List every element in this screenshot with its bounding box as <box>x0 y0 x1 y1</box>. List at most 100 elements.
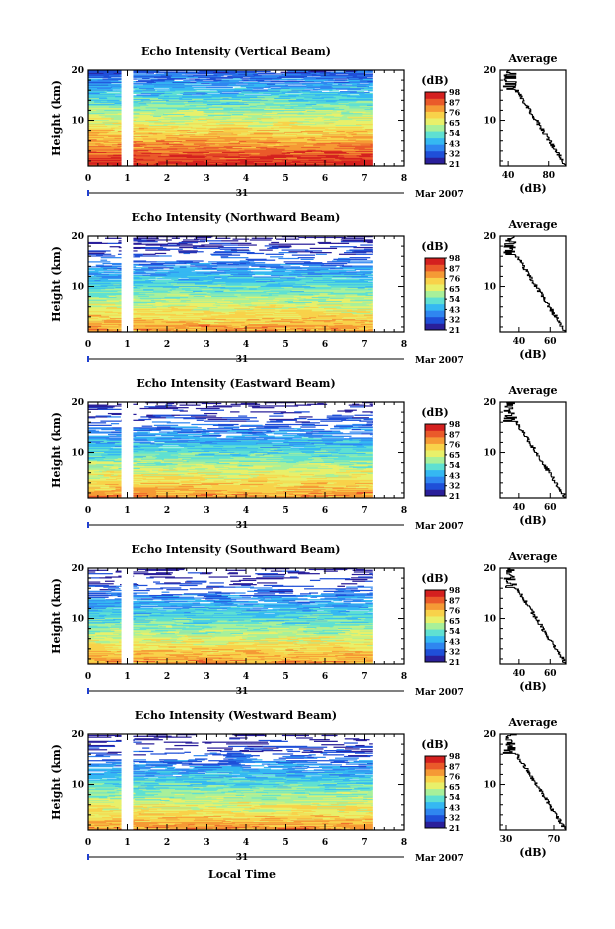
heatmap-cell <box>334 115 343 117</box>
heatmap-cell <box>306 86 334 89</box>
heatmap-cell <box>200 305 217 307</box>
heatmap-cell <box>231 76 243 78</box>
heatmap-cell <box>100 477 110 480</box>
heatmap-cell <box>113 118 124 120</box>
heatmap-cell <box>253 155 268 157</box>
heatmap-cell <box>198 119 208 121</box>
heatmap-cell <box>94 490 114 492</box>
heatmap-cell <box>306 480 326 482</box>
heatmap-cell <box>296 79 304 81</box>
heatmap-cell <box>149 471 159 473</box>
heatmap-cell <box>173 267 198 269</box>
heatmap-cell <box>110 87 121 89</box>
heatmap-cell <box>156 493 172 496</box>
heatmap-cell <box>223 138 237 140</box>
heatmap-cell <box>204 311 222 314</box>
heatmap-cell <box>161 120 171 122</box>
heatmap-cell <box>246 466 255 469</box>
heatmap-cell <box>272 303 296 305</box>
heatmap-cell <box>234 436 260 438</box>
heatmap-cell <box>142 96 170 98</box>
heatmap-cell <box>365 325 373 327</box>
heatmap-cell <box>108 477 117 480</box>
heatmap-cell <box>124 319 147 321</box>
heatmap-cell <box>267 440 289 442</box>
heatmap-cell <box>201 493 217 496</box>
month-year-label: Mar 2007 <box>415 356 464 366</box>
heatmap-cell <box>356 86 370 88</box>
heatmap-cell <box>296 148 316 150</box>
heatmap-cell <box>317 151 325 153</box>
heatmap-cell <box>88 309 106 311</box>
heatmap-cell <box>228 83 236 85</box>
heatmap-cell <box>167 306 175 308</box>
heatmap-cell <box>88 79 98 81</box>
heatmap-cell <box>278 281 307 283</box>
heatmap-cell <box>346 96 368 98</box>
heatmap-cell <box>344 269 357 271</box>
heatmap-cell <box>245 258 267 260</box>
heatmap-cell <box>338 446 367 448</box>
heatmap-cell <box>312 119 325 121</box>
heatmap-cell <box>329 490 336 492</box>
heatmap-cell <box>253 264 281 266</box>
heatmap-cell <box>172 161 201 164</box>
heatmap-cell <box>268 162 292 164</box>
heatmap-cell <box>271 316 287 318</box>
heatmap-cell <box>254 289 271 291</box>
heatmap-cell <box>196 81 220 84</box>
heatmap-cell <box>239 262 247 265</box>
heatmap-cell <box>302 469 319 471</box>
heatmap-cell <box>339 139 353 142</box>
y-axis-label: Height (km) <box>50 80 63 156</box>
heatmap-cell <box>100 284 120 287</box>
heatmap-cell <box>226 327 235 330</box>
heatmap-cell <box>88 273 110 276</box>
heatmap-cell <box>305 129 326 132</box>
heatmap-cell <box>349 91 370 94</box>
heatmap-cell <box>343 70 359 72</box>
heatmap-cell <box>147 127 155 129</box>
heatmap-cell <box>139 240 149 242</box>
heatmap-cell <box>238 101 248 103</box>
heatmap-cell <box>151 237 159 239</box>
heatmap-cell <box>256 442 273 444</box>
heatmap-cell <box>142 478 161 480</box>
heatmap-cell <box>196 162 210 164</box>
heatmap-cell <box>172 269 195 271</box>
heatmap-cell <box>311 296 330 298</box>
heatmap-cell <box>335 88 362 90</box>
heatmap-cell <box>279 321 304 323</box>
heatmap-cell <box>235 261 249 263</box>
heatmap-cell <box>150 443 164 445</box>
heatmap-cell <box>88 290 111 292</box>
heatmap-cell <box>218 164 236 166</box>
heatmap-cell <box>88 288 106 290</box>
heatmap-cell <box>189 304 214 306</box>
heatmap-cell <box>341 299 356 301</box>
heatmap-cell <box>195 462 217 464</box>
heatmap-cell <box>362 157 373 159</box>
heatmap-cell <box>226 450 251 453</box>
heatmap-cell <box>209 450 227 453</box>
heatmap-cell <box>169 299 181 301</box>
heatmap-cell <box>137 113 164 116</box>
heatmap-cell <box>324 480 345 482</box>
heatmap-cell <box>249 317 263 319</box>
heatmap-cell <box>203 273 212 275</box>
heatmap-cell <box>320 87 348 89</box>
heatmap-cell <box>223 476 230 479</box>
heatmap-cell <box>322 112 329 114</box>
heatmap-cell <box>188 82 202 84</box>
heatmap-cell <box>323 448 342 450</box>
heatmap-cell <box>238 275 253 277</box>
heatmap-cell <box>265 148 286 150</box>
heatmap-cell <box>117 112 125 115</box>
heatmap-cell <box>150 303 166 305</box>
heatmap-cell <box>160 70 186 72</box>
heatmap-cell <box>329 271 340 273</box>
heatmap-cell <box>280 141 288 143</box>
heatmap-cell <box>340 93 348 95</box>
heatmap-cell <box>212 288 226 290</box>
heatmap-cell <box>255 313 274 315</box>
